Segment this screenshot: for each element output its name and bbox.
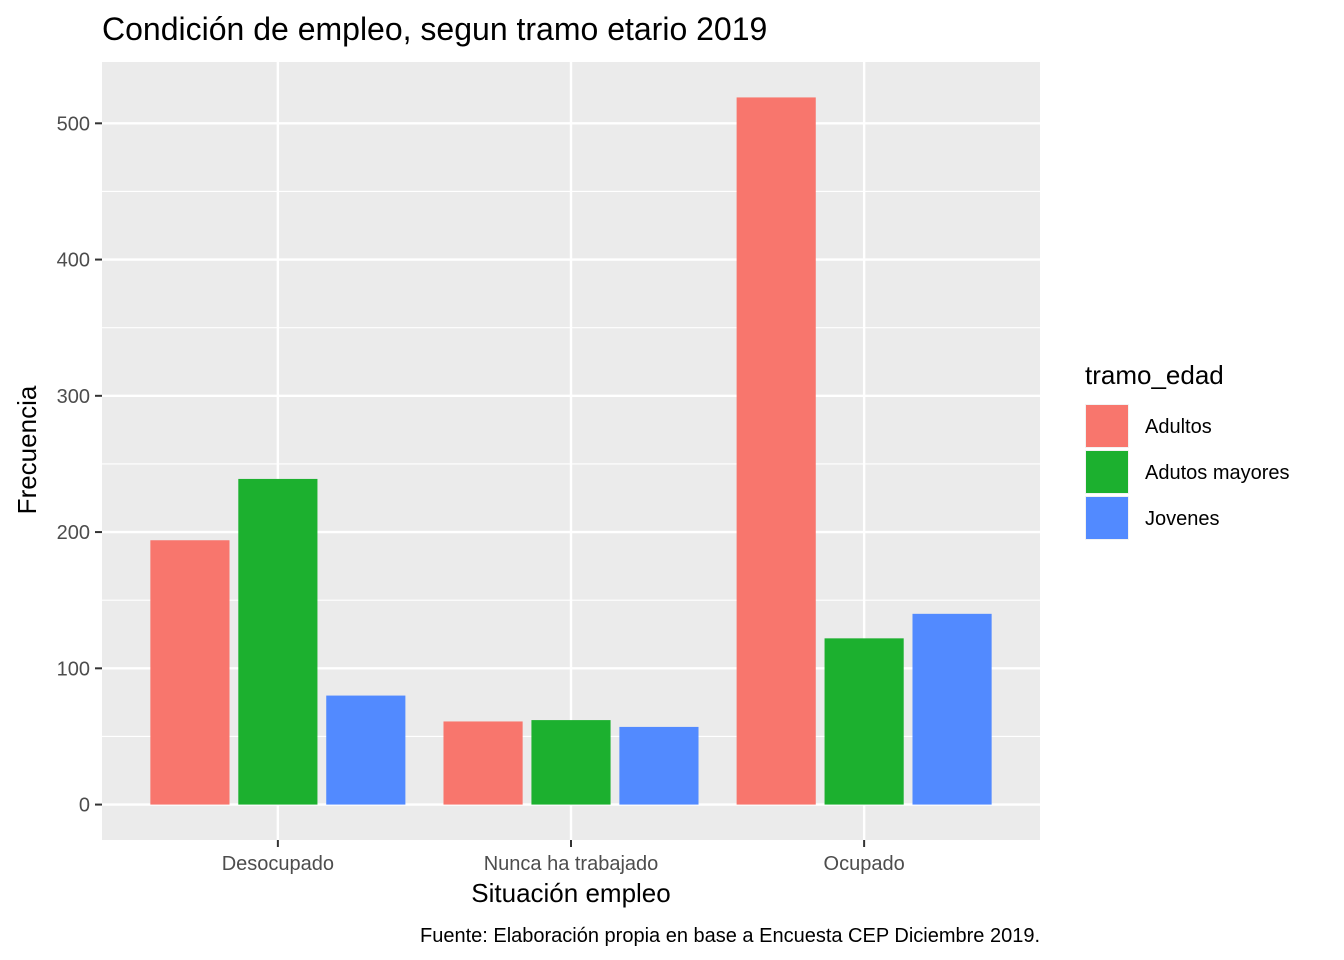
legend-title: tramo_edad — [1085, 360, 1224, 390]
legend-label: Adultos — [1145, 416, 1212, 438]
y-tick-label: 100 — [57, 658, 90, 680]
legend-key — [1086, 451, 1128, 493]
legend-key — [1086, 405, 1128, 447]
bar-jovenes-ocupado — [912, 613, 992, 805]
y-tick-label: 400 — [57, 250, 90, 272]
legend: tramo_edad Adultos Adutos mayores Jovenes — [1085, 360, 1290, 540]
y-axis: 0 100 200 300 400 500 — [57, 113, 102, 817]
bar-adutos-mayores-desocupado — [238, 478, 318, 805]
bar-adultos-nunca-ha-trabajado — [443, 721, 523, 805]
y-axis-title: Frecuencia — [12, 385, 42, 514]
legend-label: Jovenes — [1145, 508, 1220, 530]
y-tick-label: 300 — [57, 386, 90, 408]
bar-jovenes-desocupado — [326, 695, 406, 805]
x-axis: Desocupado Nunca ha trabajado Ocupado — [222, 840, 905, 875]
y-tick-label: 200 — [57, 522, 90, 544]
chart-title: Condición de empleo, segun tramo etario … — [102, 11, 767, 47]
y-tick-label: 0 — [79, 795, 90, 817]
bar-jovenes-nunca-ha-trabajado — [619, 726, 699, 805]
y-tick-label: 500 — [57, 113, 90, 135]
legend-label: Adutos mayores — [1145, 462, 1290, 484]
legend-key — [1086, 497, 1128, 539]
x-tick-label: Ocupado — [824, 853, 905, 875]
bar-adultos-ocupado — [736, 97, 816, 805]
bar-adutos-mayores-nunca-ha-trabajado — [531, 720, 611, 805]
x-axis-title: Situación empleo — [471, 878, 670, 908]
bar-adultos-desocupado — [150, 540, 230, 805]
bar-adutos-mayores-ocupado — [824, 638, 904, 805]
x-tick-label: Nunca ha trabajado — [484, 853, 659, 875]
plot-panel — [102, 62, 1040, 840]
chart-caption: Fuente: Elaboración propia en base a Enc… — [420, 925, 1040, 947]
x-tick-label: Desocupado — [222, 853, 334, 875]
